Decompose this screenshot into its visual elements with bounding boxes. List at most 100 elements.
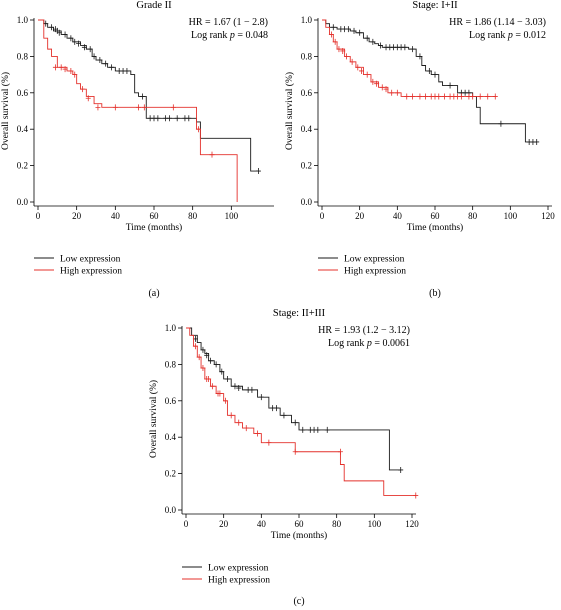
y-axis-label: Overall survival (%) — [148, 380, 159, 458]
censor-mark-high — [255, 430, 261, 437]
y-tick-label: 0.8 — [301, 51, 313, 61]
x-tick-label: 0 — [184, 519, 189, 529]
censor-mark-high — [79, 86, 85, 93]
x-tick-label: 20 — [355, 211, 365, 221]
censor-mark-high — [404, 93, 410, 100]
censor-mark-low — [273, 405, 279, 412]
x-tick-label: 100 — [368, 519, 382, 529]
censor-mark-high — [364, 71, 370, 78]
censor-mark-low — [200, 346, 206, 353]
x-tick-label: 60 — [295, 519, 305, 529]
censor-mark-low — [432, 71, 438, 78]
censor-mark-low — [398, 466, 404, 473]
censor-mark-low — [315, 426, 321, 433]
x-tick-label: 0 — [36, 211, 41, 221]
hazard-ratio-text: HR = 1.86 (1.14 − 3.03) — [449, 17, 546, 28]
censor-mark-low — [76, 40, 82, 47]
y-tick-label: 0.6 — [301, 88, 313, 98]
censor-mark-high — [52, 64, 58, 71]
survival-curve-high — [38, 19, 238, 202]
censor-mark-low — [56, 29, 62, 36]
km-panel-1: Grade II 0.0 0.2 0.4 0.6 0.8 1.0 0 20 40 60 80 100 Ti… — [0, 0, 274, 299]
chart-title: Grade II — [136, 0, 172, 11]
censor-mark-high — [389, 89, 395, 96]
censor-mark-high — [340, 47, 346, 54]
chart-title: Stage: II+III — [273, 308, 326, 319]
censor-mark-low — [224, 375, 230, 382]
censor-mark-high — [95, 104, 101, 111]
y-tick-label: 0.2 — [17, 161, 28, 171]
censor-mark-high — [195, 126, 201, 133]
censor-mark-low — [324, 426, 330, 433]
log-rank-text: Log rank p = 0.0061 — [328, 338, 410, 349]
censor-mark-high — [243, 425, 249, 432]
censor-mark-high — [196, 354, 202, 361]
censor-mark-low — [255, 168, 261, 175]
censor-mark-low — [186, 115, 192, 122]
x-tick-label: 40 — [257, 519, 267, 529]
censor-mark-low — [87, 46, 93, 53]
hazard-ratio-text: HR = 1.67 (1 − 2.8) — [189, 17, 268, 28]
censor-mark-high — [223, 397, 229, 404]
censor-mark-low — [103, 60, 109, 67]
chart-title: Stage: I+II — [412, 0, 458, 11]
x-tick-label: 120 — [405, 519, 419, 529]
hazard-ratio-text: HR = 1.93 (1.2 − 3.12) — [318, 325, 410, 336]
km-panel-2: Stage: I+II 0.0 0.2 0.4 0.6 0.8 1.0 0 20 40 60 80 10… — [284, 0, 555, 299]
censor-mark-high — [200, 365, 206, 372]
censor-mark-low — [213, 361, 219, 368]
censor-mark-low — [351, 27, 357, 34]
censor-mark-low — [409, 46, 415, 53]
censor-mark-low — [62, 31, 68, 38]
censor-mark-high — [485, 93, 491, 100]
y-axis-label: Overall survival (%) — [0, 72, 11, 150]
x-tick-label: 40 — [111, 211, 121, 221]
censor-mark-high — [374, 80, 380, 87]
panel-label: (c) — [293, 596, 304, 607]
legend-label-high: High expression — [60, 267, 122, 277]
y-tick-label: 0.0 — [17, 197, 29, 207]
x-tick-label: 120 — [541, 211, 555, 221]
censor-mark-high — [112, 104, 118, 111]
censor-mark-low — [236, 385, 242, 392]
censor-mark-high — [136, 104, 142, 111]
legend-label-high: High expression — [344, 267, 406, 277]
censor-mark-low — [174, 115, 180, 122]
censor-mark-high — [72, 71, 78, 78]
censor-mark-high — [62, 66, 68, 73]
censor-mark-low — [330, 24, 336, 31]
legend-label-low: Low expression — [60, 255, 121, 265]
y-tick-label: 0.0 — [165, 505, 177, 515]
censor-mark-high — [228, 412, 234, 419]
censor-mark-high — [192, 343, 198, 350]
censor-mark-low — [204, 352, 210, 359]
censor-mark-high — [236, 419, 242, 426]
y-tick-label: 0.2 — [165, 469, 176, 479]
y-axis-label: Overall survival (%) — [284, 72, 295, 150]
censor-mark-high — [477, 93, 483, 100]
censor-mark-high — [58, 64, 64, 71]
censor-mark-low — [124, 67, 130, 74]
panel-label: (a) — [148, 288, 159, 299]
censor-mark-low — [166, 115, 172, 122]
censor-mark-low — [447, 82, 453, 89]
y-tick-label: 0.4 — [17, 124, 29, 134]
censor-mark-low — [108, 64, 114, 71]
x-axis-label: Time (months) — [407, 222, 463, 233]
x-tick-label: 80 — [188, 211, 198, 221]
survival-curve-low — [38, 19, 259, 172]
censor-mark-high — [206, 375, 212, 382]
y-tick-label: 0.0 — [301, 197, 313, 207]
x-tick-label: 100 — [504, 211, 518, 221]
panel-label: (b) — [429, 288, 441, 299]
censor-mark-high — [417, 93, 423, 100]
censor-mark-high — [328, 31, 334, 38]
y-tick-label: 0.6 — [165, 396, 177, 406]
legend-label-high: High expression — [208, 576, 270, 586]
y-tick-label: 0.4 — [165, 432, 177, 442]
x-tick-label: 80 — [332, 519, 342, 529]
legend-label-low: Low expression — [208, 564, 269, 574]
censor-mark-high — [423, 93, 429, 100]
censor-mark-high — [458, 93, 464, 100]
